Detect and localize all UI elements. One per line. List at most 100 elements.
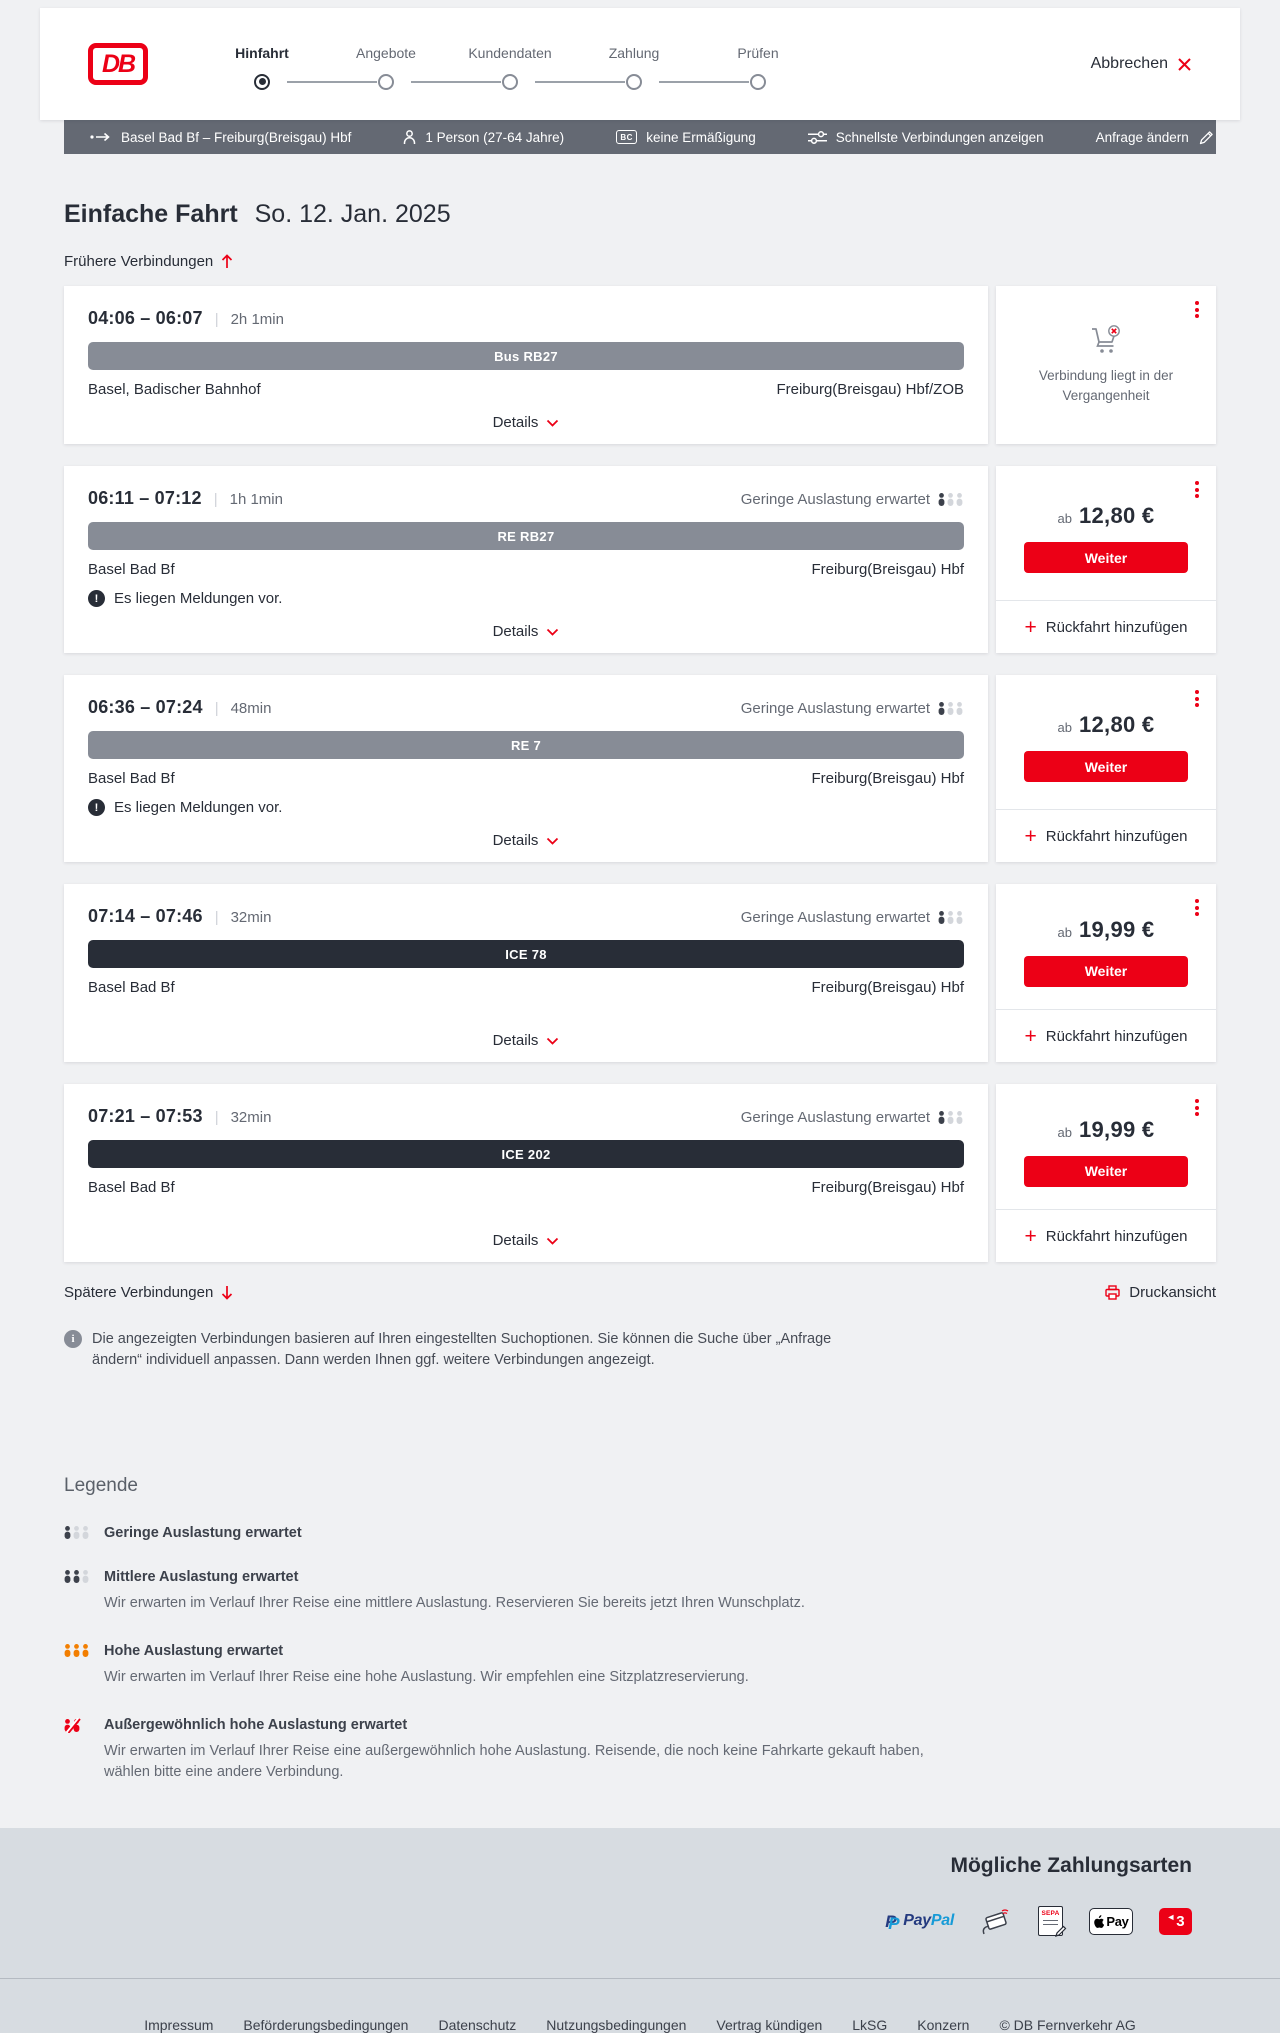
connection-row: 04:06 – 06:07 | 2h 1min Bus RB27 Basel, … bbox=[64, 286, 1216, 444]
arrival-station: Freiburg(Breisgau) Hbf bbox=[811, 561, 964, 578]
arrival-station: Freiburg(Breisgau) Hbf bbox=[811, 770, 964, 787]
continue-button[interactable]: Weiter bbox=[1024, 751, 1188, 782]
stations-row: Basel Bad Bf Freiburg(Breisgau) Hbf bbox=[64, 1168, 988, 1196]
step-angebote[interactable]: Angebote bbox=[287, 45, 448, 90]
messages-row: ! Es liegen Meldungen vor. bbox=[64, 578, 988, 607]
footer-link-impressum[interactable]: Impressum bbox=[144, 2017, 214, 2033]
kebab-menu-icon[interactable] bbox=[1192, 687, 1202, 710]
add-return-button[interactable]: + Rückfahrt hinzufügen bbox=[996, 809, 1216, 862]
connection-time: 04:06 – 06:07 bbox=[88, 308, 203, 328]
kebab-menu-icon[interactable] bbox=[1192, 1096, 1202, 1119]
kebab-menu-icon[interactable] bbox=[1192, 298, 1202, 321]
connection-row: 07:14 – 07:46 | 32min Geringe Auslastung… bbox=[64, 884, 1216, 1062]
connection-head: 04:06 – 06:07 | 2h 1min bbox=[64, 308, 988, 329]
departure-station: Basel Bad Bf bbox=[88, 1179, 175, 1196]
details-label: Details bbox=[492, 832, 539, 849]
add-return-button[interactable]: + Rückfahrt hinzufügen bbox=[996, 1009, 1216, 1062]
details-toggle[interactable]: Details bbox=[493, 1216, 560, 1249]
trip-type: Einfache Fahrt bbox=[64, 200, 238, 228]
continue-button[interactable]: Weiter bbox=[1024, 542, 1188, 573]
occupancy-low-icon bbox=[938, 1111, 963, 1124]
details-toggle[interactable]: Details bbox=[493, 398, 560, 431]
credit-card-icon bbox=[982, 1909, 1009, 1935]
train-segment-bar: Bus RB27 bbox=[88, 342, 964, 370]
sepa-lastschrift-icon: SEPA bbox=[1038, 1906, 1067, 1937]
separator: | bbox=[214, 1109, 219, 1126]
booking-stepper: Hinfahrt Angebote Kundendaten Zahlung Pr… bbox=[200, 45, 820, 90]
step-zahlung[interactable]: Zahlung bbox=[535, 44, 696, 90]
plus-icon: + bbox=[1024, 1224, 1037, 1248]
results-main: Einfache Fahrt So. 12. Jan. 2025 Frühere… bbox=[64, 154, 1216, 1371]
legend-item-exceptional: Außergewöhnlich hohe Auslastung erwartet… bbox=[64, 1717, 1216, 1785]
past-connection-text: Verbindung liegt in der Vergangenheit bbox=[1038, 367, 1174, 403]
chevron-down-icon bbox=[547, 837, 559, 845]
train-segment-bar: ICE 202 bbox=[88, 1140, 964, 1168]
step-dot bbox=[378, 73, 394, 90]
details-toggle[interactable]: Details bbox=[493, 607, 560, 640]
price-value: 19,99 € bbox=[1078, 1116, 1155, 1142]
price-panel: ab 19,99 € Weiter + Rückfahrt hinzufügen bbox=[996, 1084, 1216, 1262]
price-prefix: ab bbox=[1057, 511, 1072, 526]
price-block: ab 19,99 € Weiter bbox=[996, 884, 1216, 1009]
info-icon: i bbox=[64, 1330, 82, 1348]
footer-link-konzern[interactable]: Konzern bbox=[917, 2017, 970, 2033]
price-block: ab 19,99 € Weiter bbox=[996, 1084, 1216, 1209]
legend-item-title: Geringe Auslastung erwartet bbox=[104, 1525, 302, 1542]
edit-request-label: Anfrage ändern bbox=[1095, 129, 1189, 145]
step-kundendaten[interactable]: Kundendaten bbox=[411, 44, 572, 90]
departure-station: Basel Bad Bf bbox=[88, 770, 175, 787]
chevron-down-icon bbox=[547, 1237, 559, 1245]
step-pruefen[interactable]: Prüfen bbox=[659, 45, 820, 90]
add-return-button[interactable]: + Rückfahrt hinzufügen bbox=[996, 600, 1216, 653]
legend-item-desc: Wir erwarten im Verlauf Ihrer Reise eine… bbox=[104, 1595, 805, 1612]
step-label: Zahlung bbox=[608, 44, 660, 61]
pencil-icon bbox=[1199, 130, 1213, 144]
copyright: © DB Fernverkehr AG bbox=[999, 2017, 1136, 2033]
continue-button[interactable]: Weiter bbox=[1024, 1155, 1188, 1187]
apple-logo-icon bbox=[1094, 1914, 1105, 1928]
print-view-label: Druckansicht bbox=[1129, 1284, 1216, 1301]
footer-link-befoerderungsbedingungen[interactable]: Beförderungsbedingungen bbox=[243, 2017, 409, 2033]
step-dot bbox=[502, 73, 518, 90]
later-row: Spätere Verbindungen Druckansicht bbox=[64, 1284, 1216, 1301]
price-panel: ab 12,80 € Weiter + Rückfahrt hinzufügen bbox=[996, 675, 1216, 862]
separator: | bbox=[213, 491, 218, 508]
earlier-connections-link[interactable]: Frühere Verbindungen bbox=[64, 253, 233, 270]
step-hinfahrt[interactable]: Hinfahrt bbox=[200, 45, 324, 90]
messages-text: Es liegen Meldungen vor. bbox=[114, 590, 283, 607]
footer-link-datenschutz[interactable]: Datenschutz bbox=[438, 2017, 517, 2033]
step-label: Kundendaten bbox=[468, 44, 552, 61]
occupancy-low-icon bbox=[938, 493, 963, 506]
messages-text: Es liegen Meldungen vor. bbox=[114, 799, 283, 816]
connection-card: 06:11 – 07:12 | 1h 1min Geringe Auslastu… bbox=[64, 466, 988, 653]
chevron-down-icon bbox=[547, 628, 559, 636]
details-toggle[interactable]: Details bbox=[493, 816, 560, 849]
occupancy-indicator: Geringe Auslastung erwartet bbox=[741, 909, 964, 926]
arrival-station: Freiburg(Breisgau) Hbf bbox=[811, 979, 964, 996]
legend-item-title: Mittlere Auslastung erwartet bbox=[104, 1569, 299, 1586]
connection-duration: 2h 1min bbox=[230, 311, 284, 328]
earlier-connections-label: Frühere Verbindungen bbox=[64, 253, 214, 270]
kebab-menu-icon[interactable] bbox=[1192, 478, 1202, 501]
cancel-button[interactable]: Abbrechen bbox=[1091, 55, 1192, 73]
later-connections-link[interactable]: Spätere Verbindungen bbox=[64, 1284, 233, 1301]
add-return-button[interactable]: + Rückfahrt hinzufügen bbox=[996, 1209, 1216, 1262]
details-toggle[interactable]: Details bbox=[493, 1016, 560, 1049]
occupancy-label: Geringe Auslastung erwartet bbox=[740, 1109, 930, 1126]
footer-link-nutzungsbedingungen[interactable]: Nutzungsbedingungen bbox=[546, 2017, 687, 2033]
footer-link-vertrag-kuendigen[interactable]: Vertrag kündigen bbox=[716, 2017, 823, 2033]
footer-link-lksg[interactable]: LkSG bbox=[852, 2017, 888, 2033]
top-header: DB Hinfahrt Angebote Kundendaten Zahlung… bbox=[40, 8, 1240, 120]
info-text: Die angezeigten Verbindungen basieren au… bbox=[92, 1331, 832, 1369]
connection-row: 07:21 – 07:53 | 32min Geringe Auslastung… bbox=[64, 1084, 1216, 1262]
kebab-menu-icon[interactable] bbox=[1192, 896, 1202, 919]
edit-request-button[interactable]: Anfrage ändern bbox=[1096, 130, 1214, 145]
print-view-link[interactable]: Druckansicht bbox=[1105, 1284, 1216, 1301]
arrival-station: Freiburg(Breisgau) Hbf bbox=[811, 1179, 964, 1196]
train-segment-bar: RE 7 bbox=[88, 731, 964, 759]
continue-button[interactable]: Weiter bbox=[1024, 955, 1188, 987]
price-prefix: ab bbox=[1057, 924, 1072, 940]
